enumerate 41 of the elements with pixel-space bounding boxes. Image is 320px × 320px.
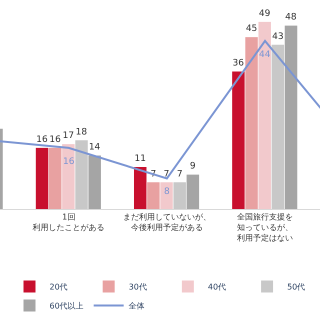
legend-label: 30代 bbox=[128, 282, 147, 292]
legend-label: 60代以上 bbox=[50, 302, 84, 311]
bar bbox=[88, 156, 101, 209]
data-label: 17 bbox=[62, 131, 74, 142]
data-label: 49 bbox=[258, 8, 271, 19]
bar bbox=[36, 148, 48, 209]
bar bbox=[48, 148, 62, 209]
data-label: 8 bbox=[164, 187, 170, 197]
data-label: 9 bbox=[190, 162, 196, 172]
data-label: 18 bbox=[76, 127, 88, 138]
legend-label: 全体 bbox=[128, 302, 145, 311]
x-tick-label: 1回利用したことがある bbox=[32, 212, 105, 232]
legend-label: 20代 bbox=[50, 282, 68, 292]
data-label: 44 bbox=[259, 50, 271, 60]
bar bbox=[160, 182, 173, 209]
data-label: 45 bbox=[246, 24, 258, 34]
data-label: 16 bbox=[63, 157, 75, 167]
bar bbox=[75, 140, 88, 209]
legend-label: 50代 bbox=[287, 282, 306, 292]
data-label: 48 bbox=[285, 12, 297, 23]
bar bbox=[134, 166, 146, 209]
bar bbox=[62, 144, 75, 209]
bar bbox=[232, 72, 245, 209]
data-label: 43 bbox=[272, 32, 284, 42]
x-tick-label: 全国旅行支援を知っているが、利用予定はない bbox=[237, 212, 294, 242]
data-label: 16 bbox=[49, 134, 62, 145]
data-label: 14 bbox=[88, 142, 101, 153]
data-label: 36 bbox=[232, 58, 244, 68]
data-label: 7 bbox=[164, 169, 170, 180]
bar bbox=[284, 26, 298, 209]
x-tick-label: まだ利用していないが、今後利用予定がある bbox=[122, 212, 211, 232]
bar bbox=[245, 37, 258, 209]
data-label: 11 bbox=[134, 154, 146, 164]
legend-label: 40代 bbox=[208, 282, 226, 292]
data-label: 7 bbox=[176, 169, 183, 180]
bar bbox=[173, 182, 186, 209]
bar bbox=[147, 182, 160, 209]
data-label: 16 bbox=[36, 134, 48, 145]
bar bbox=[272, 44, 284, 209]
bar bbox=[258, 22, 271, 209]
bar bbox=[186, 174, 200, 209]
